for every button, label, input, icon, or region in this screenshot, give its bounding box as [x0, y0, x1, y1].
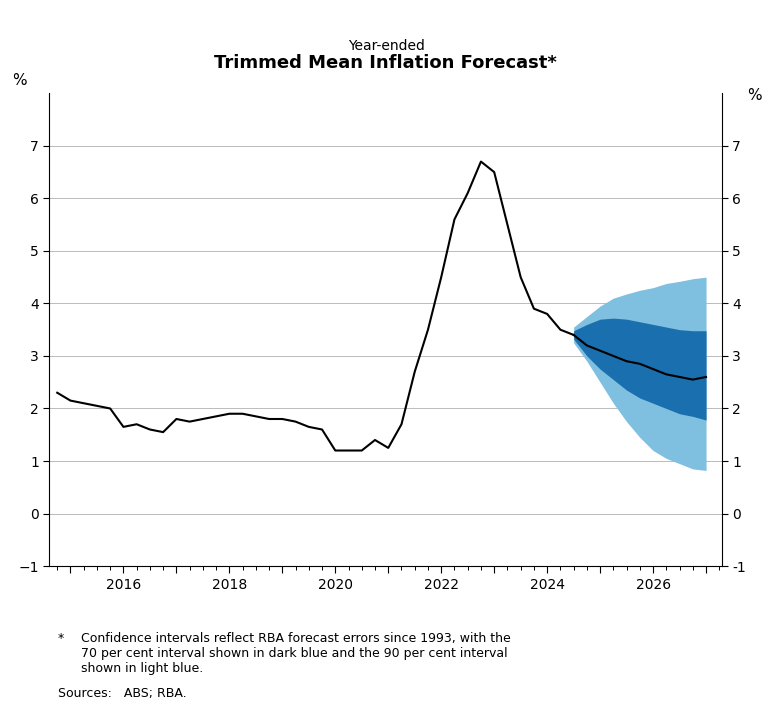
Text: Confidence intervals reflect RBA forecast errors since 1993, with the
70 per cen: Confidence intervals reflect RBA forecas…: [81, 632, 511, 675]
Text: Sources:   ABS; RBA.: Sources: ABS; RBA.: [58, 687, 186, 700]
Text: Year-ended: Year-ended: [348, 39, 425, 54]
Y-axis label: %: %: [12, 73, 26, 88]
Y-axis label: %: %: [747, 88, 761, 103]
Text: *: *: [58, 632, 64, 645]
Title: Trimmed Mean Inflation Forecast*: Trimmed Mean Inflation Forecast*: [214, 54, 557, 72]
